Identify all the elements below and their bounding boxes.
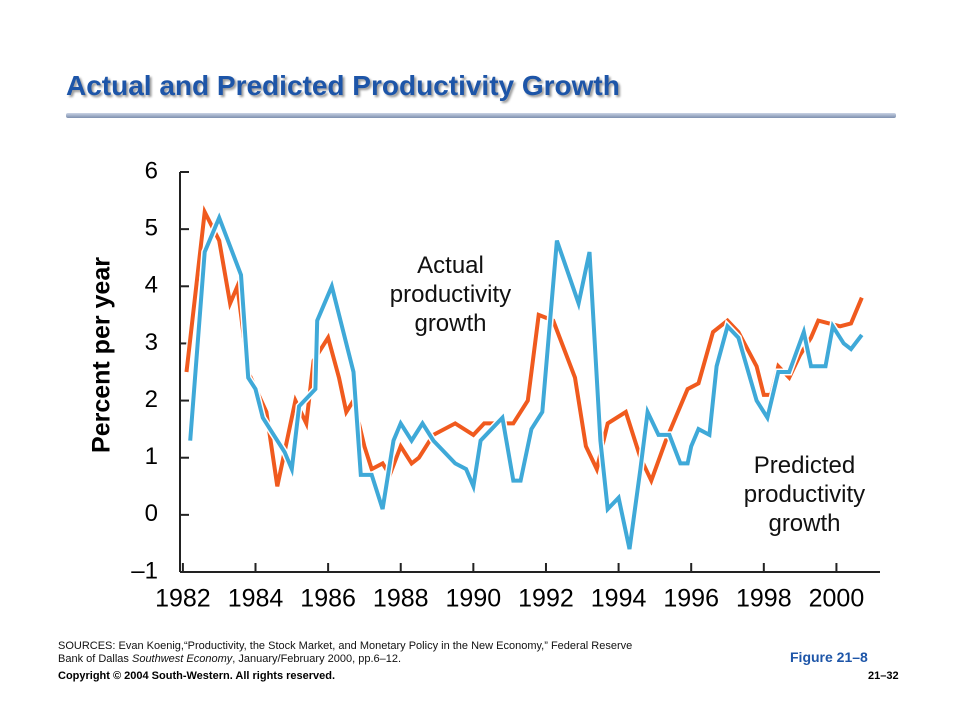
sources-text: SOURCES: Evan Koenig,“Productivity, the …: [58, 640, 633, 665]
chart: Percent per year –1 0 1 2 3 4 5 6 1982 1984 1986 19…: [88, 157, 880, 613]
figure-label: Figure 21–8: [790, 649, 868, 665]
sources-journal: Southwest Economy: [131, 653, 233, 665]
y-axis-label: Percent per year: [88, 257, 116, 453]
y-tick-label: 6: [145, 157, 158, 184]
x-tick-label: 2000: [809, 585, 865, 613]
x-tick-label: 1990: [446, 585, 502, 613]
slide-title: Actual and Predicted Productivity Growth: [66, 70, 620, 101]
x-tick-label: 1996: [663, 585, 719, 613]
page-number: 21–32: [868, 670, 899, 682]
x-tick-label: 1988: [373, 585, 429, 613]
y-tick-label: 0: [145, 500, 158, 527]
x-tick-label: 1982: [155, 585, 211, 613]
annotation: Predicted productivity growth: [743, 452, 866, 537]
sources-text: , January/February 2000, pp.6–12.: [232, 653, 402, 665]
copyright: Copyright © 2004 South-Western. All righ…: [58, 670, 336, 682]
x-tick-label: 1998: [736, 585, 792, 613]
x-tick-label: 1994: [591, 585, 647, 613]
y-tick-label: 5: [145, 214, 158, 241]
x-tick-label: 1984: [228, 585, 284, 613]
sources: SOURCES: Evan Koenig,“Productivity, the …: [58, 640, 658, 666]
title-rule: [66, 113, 896, 118]
y-tick-label: 3: [145, 329, 158, 356]
y-tick-label: 1: [145, 443, 158, 470]
series-line: [188, 212, 864, 550]
annotation: Actual productivity growth: [389, 252, 512, 337]
series-line: [184, 205, 864, 487]
x-tick-label: 1986: [300, 585, 356, 613]
y-tick-label: 2: [145, 386, 158, 413]
x-tick-label: 1992: [518, 585, 574, 613]
y-tick-label: –1: [131, 557, 158, 584]
y-tick-label: 4: [145, 272, 158, 299]
